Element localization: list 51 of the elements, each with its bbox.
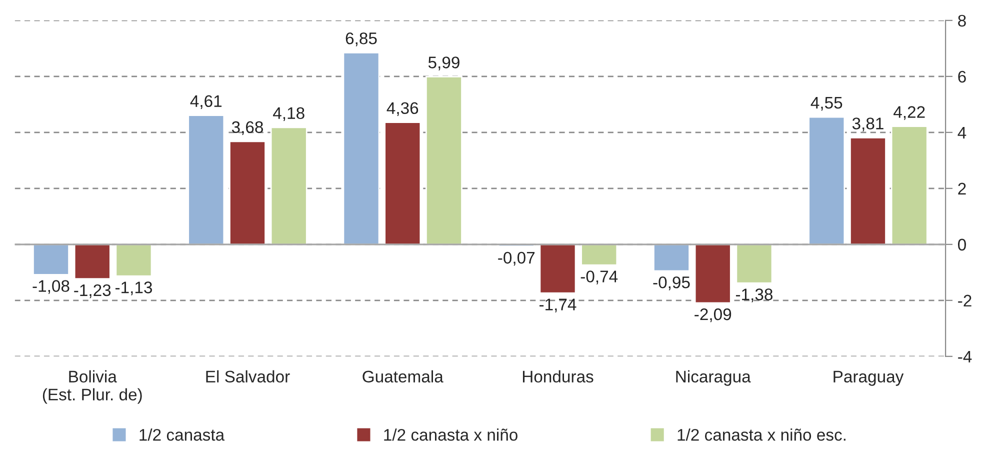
data-label: -1,08 <box>32 280 70 294</box>
y-tick-label: 6 <box>958 70 966 83</box>
data-label: 6,85 <box>346 32 377 46</box>
data-label: 3,81 <box>852 118 884 132</box>
data-label: -0,07 <box>498 252 535 266</box>
data-label: 4,22 <box>894 106 925 120</box>
data-label: -0,74 <box>580 270 618 284</box>
x-tick-label: El Salvador <box>206 370 290 383</box>
y-tick-label: 8 <box>958 14 966 27</box>
legend-label: 1/2 canasta x niño esc. <box>678 428 846 441</box>
y-tick-label: 2 <box>958 182 966 194</box>
bar <box>653 244 690 272</box>
bar <box>890 126 928 246</box>
bar <box>115 244 152 277</box>
data-label: 4,61 <box>190 95 222 109</box>
data-label: -1,38 <box>736 288 772 302</box>
bar <box>342 52 380 246</box>
data-label: 4,18 <box>273 107 304 122</box>
data-label: -1,13 <box>115 282 152 296</box>
bar <box>74 244 111 280</box>
x-tick-label: Honduras <box>522 370 594 383</box>
x-tick-label: Bolivia (Est. Plur. de) <box>42 370 142 404</box>
bar <box>539 244 576 294</box>
data-label: 5,99 <box>428 56 460 70</box>
bar <box>188 114 225 246</box>
bar <box>270 126 308 246</box>
y-tick-label: 0 <box>958 238 966 251</box>
bar <box>384 122 422 246</box>
bar <box>580 244 618 266</box>
data-label: 4,55 <box>810 97 842 111</box>
data-label: -1,23 <box>74 284 111 298</box>
x-tick-label: Guatemala <box>362 370 444 383</box>
x-tick-label: Paraguay <box>834 370 904 386</box>
legend-label: 1/2 canasta x niño <box>384 428 518 441</box>
bar <box>426 76 462 246</box>
data-label: 4,36 <box>386 102 418 116</box>
bar <box>694 244 732 304</box>
data-label: 3,68 <box>232 121 263 136</box>
bar <box>850 137 886 246</box>
legend-label: 1/2 canasta <box>140 428 225 441</box>
bar <box>32 244 70 276</box>
y-tick-label: 4 <box>958 126 966 138</box>
bar <box>808 116 846 246</box>
data-label: -1,74 <box>539 298 576 312</box>
y-tick-label: -4 <box>958 350 972 362</box>
bar <box>736 244 773 284</box>
y-tick-label: -2 <box>958 294 972 306</box>
x-tick-label: Nicaragua <box>676 370 751 386</box>
data-label: -0,95 <box>653 276 690 290</box>
bar <box>229 140 266 246</box>
data-label: -2,09 <box>694 308 732 322</box>
